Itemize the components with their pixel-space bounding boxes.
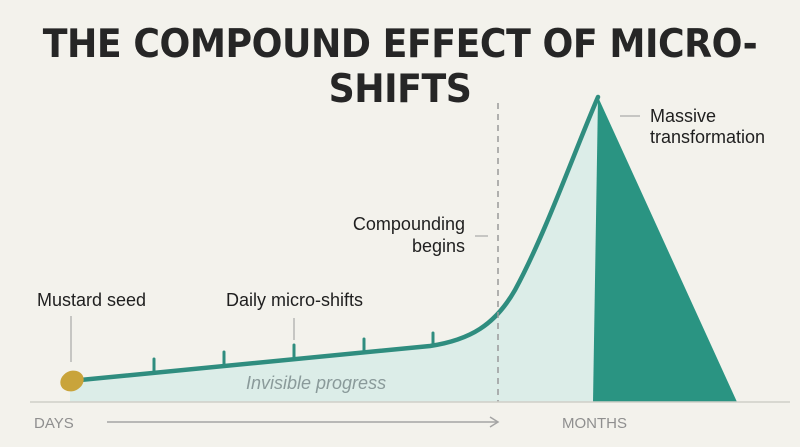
growth-curve (67, 94, 601, 384)
massive-label-line1: Massive (650, 106, 716, 126)
time-arrow (107, 416, 500, 428)
daily-tick-marks (152, 331, 435, 373)
invisible-progress-label: Invisible progress (246, 373, 386, 393)
page-title: THE COMPOUND EFFECT OF MICRO-SHIFTS (42, 22, 758, 112)
mustard-seed-label: Mustard seed (37, 290, 146, 310)
mustard-seed-icon (60, 370, 84, 392)
daily-micro-shifts-label: Daily micro-shifts (226, 290, 363, 310)
massive-label-line2: transformation (650, 127, 765, 147)
axis-label-days: DAYS (34, 415, 74, 432)
growth-area-light (70, 97, 598, 402)
transformation-area-dark (593, 97, 737, 402)
compounding-label-line2: begins (412, 236, 465, 256)
axis-label-months: MONTHS (562, 415, 627, 432)
compounding-label-line1: Compounding (353, 214, 465, 234)
